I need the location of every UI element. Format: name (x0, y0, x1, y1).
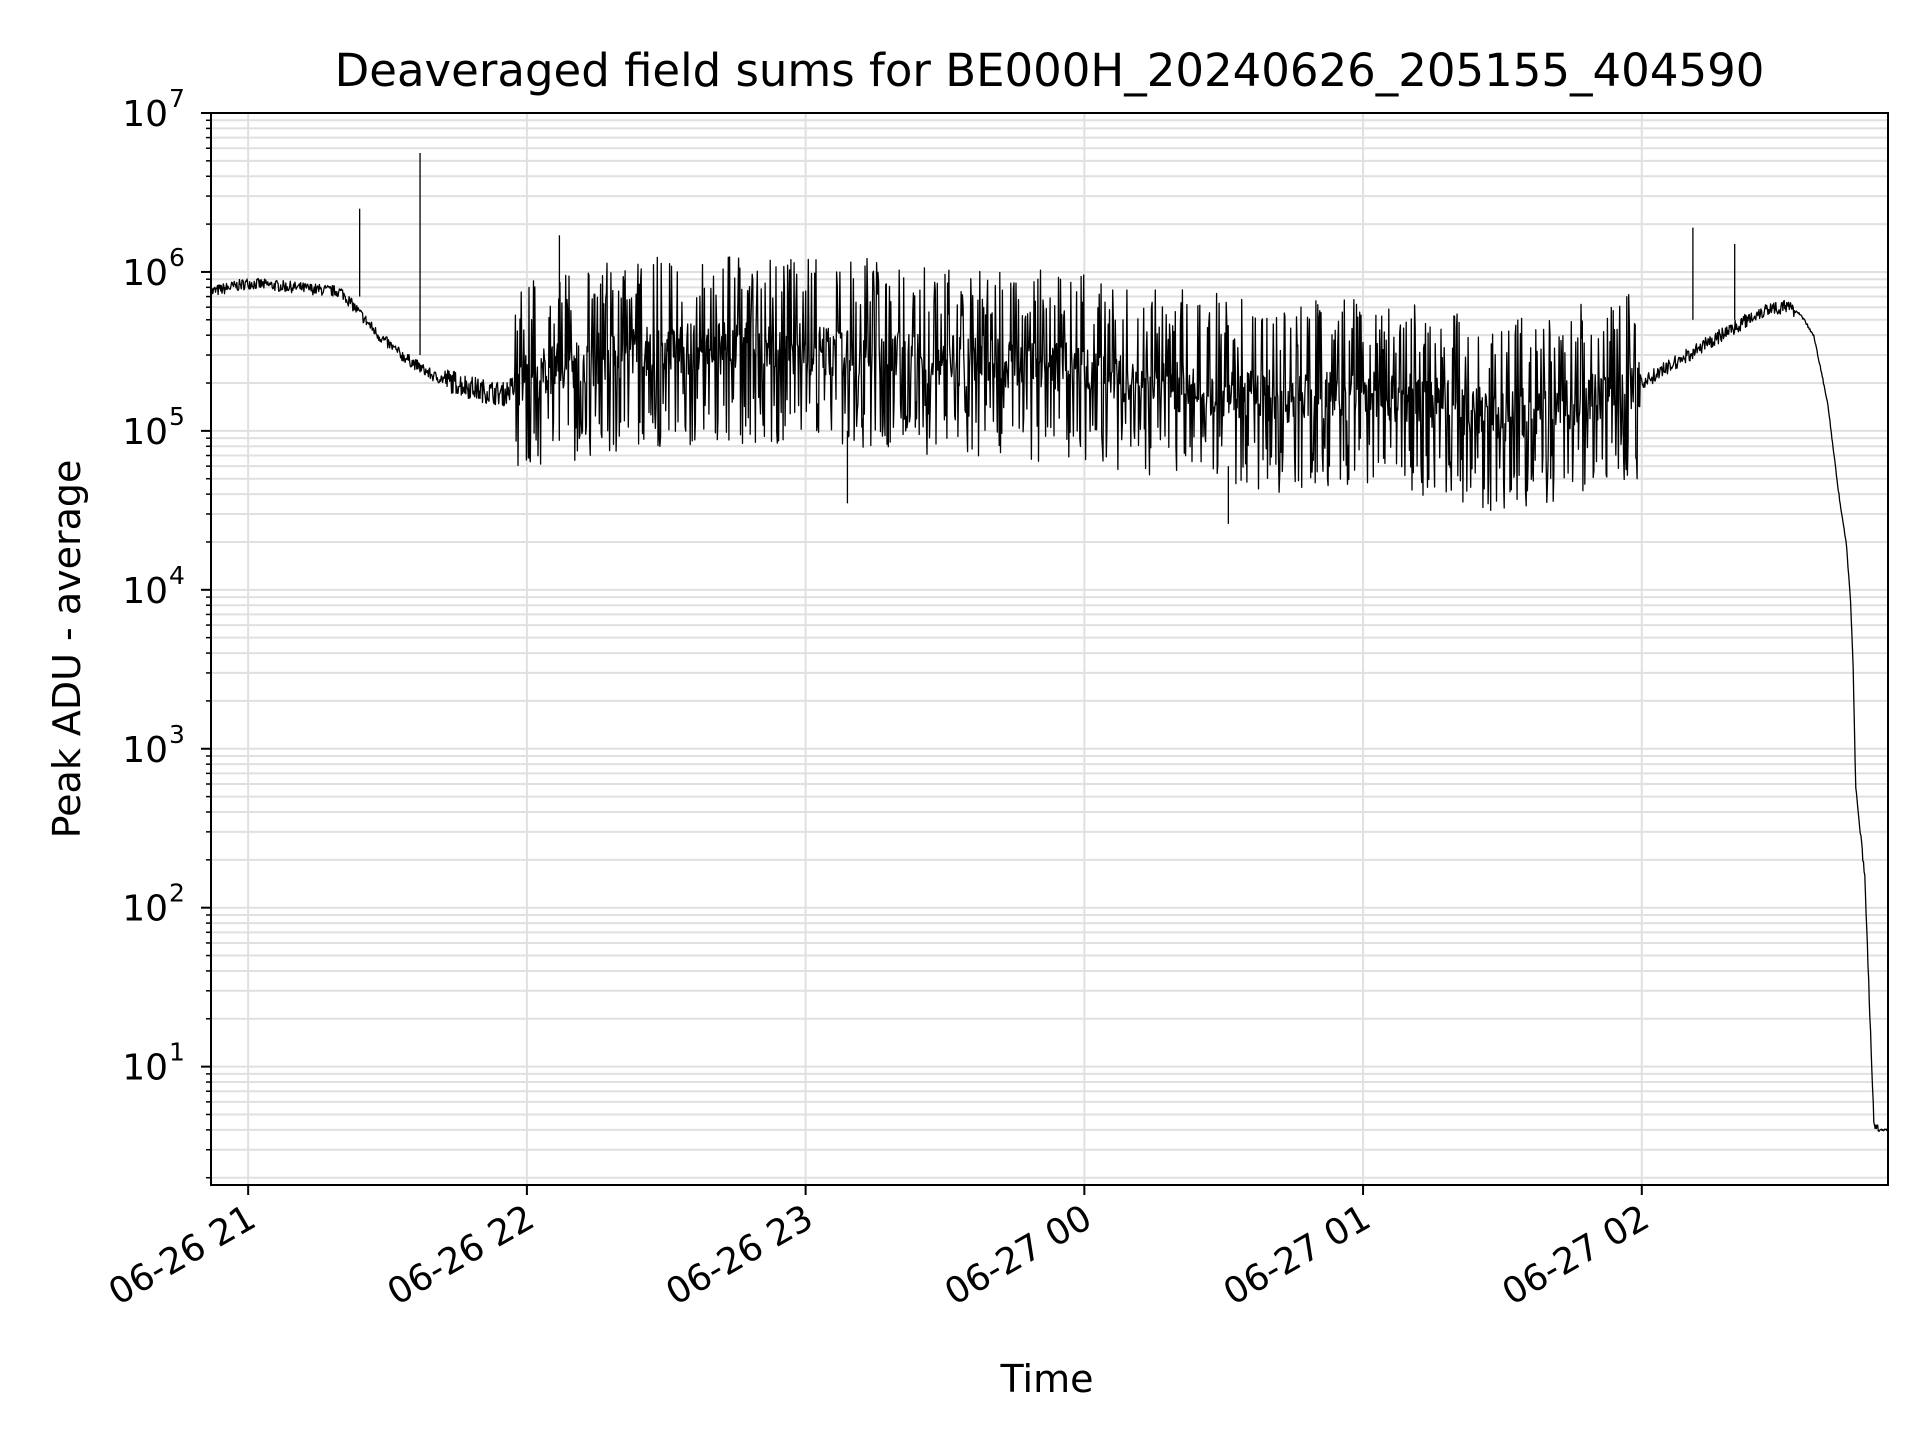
x-axis-title: Time (1000, 1357, 1094, 1401)
chart-title: Deaveraged field sums for BE000H_2024062… (335, 44, 1765, 97)
plot-area-frame (210, 112, 1889, 1186)
y-tick-exponent: 2 (169, 879, 185, 908)
y-tick-exponent: 1 (169, 1038, 185, 1067)
y-tick-exponent: 5 (169, 402, 185, 431)
series-line (210, 256, 1889, 1132)
y-tick-label: 10 (122, 730, 168, 771)
y-tick-label: 10 (122, 94, 168, 135)
y-axis-title: Peak ADU - average (45, 460, 89, 839)
y-tick-label: 10 (122, 571, 168, 612)
minor-gridlines (211, 119, 1888, 1179)
y-tick-exponent: 3 (169, 720, 185, 749)
y-tick-label: 10 (122, 412, 168, 453)
y-tick-exponent: 6 (169, 243, 185, 272)
y-tick-exponent: 4 (169, 561, 185, 590)
y-tick-exponent: 7 (169, 84, 185, 113)
y-tick-label: 10 (122, 1048, 168, 1089)
series-layer (210, 153, 1889, 1132)
y-tick-label: 10 (122, 253, 168, 294)
y-tick-label: 10 (122, 889, 168, 930)
